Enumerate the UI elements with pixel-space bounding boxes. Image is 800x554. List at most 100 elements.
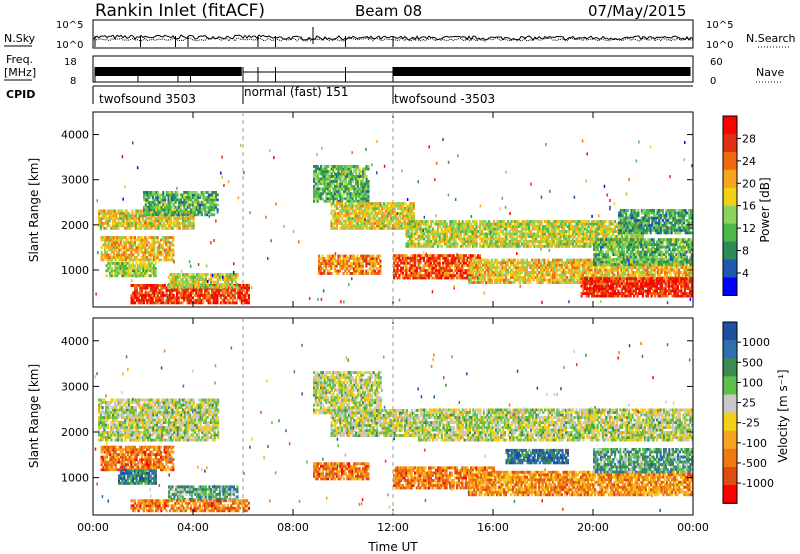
- cell-10: [454, 227, 457, 231]
- cell-6: [362, 194, 365, 198]
- cell-4: [205, 293, 208, 297]
- cell-4: [233, 288, 236, 292]
- cell-11: [475, 273, 478, 277]
- cell-10: [563, 237, 566, 241]
- cell-6: [365, 175, 368, 178]
- cell-6: [334, 197, 337, 201]
- cell-10: [412, 220, 415, 223]
- cell-6: [342, 167, 345, 171]
- cell-7: [381, 214, 384, 218]
- cell-3: [144, 191, 147, 194]
- cell-10: [437, 242, 440, 246]
- cell-4: [132, 293, 135, 297]
- cell-0: [148, 216, 151, 220]
- cell-6: [337, 199, 340, 203]
- cell-8: [318, 257, 321, 260]
- cell-7: [372, 219, 375, 223]
- cell-4: [195, 298, 198, 302]
- cell-4: [176, 296, 179, 300]
- cell-10: [491, 237, 494, 241]
- cell-8: [335, 264, 338, 268]
- cell-1: [111, 258, 114, 262]
- cell-10: [524, 225, 527, 228]
- cell-5: [173, 280, 176, 284]
- cell-0: [112, 219, 115, 223]
- cell-1: [139, 248, 142, 252]
- cell-4: [165, 293, 168, 297]
- cell-5: [173, 285, 176, 289]
- cell-7: [411, 207, 414, 210]
- cell-11: [525, 258, 528, 262]
- cell-10: [606, 230, 609, 233]
- cell-6: [327, 165, 330, 168]
- cell-7: [390, 209, 393, 213]
- cell-11: [473, 278, 476, 282]
- cell-11: [529, 266, 532, 269]
- cell-9: [466, 256, 469, 260]
- cell-3: [206, 205, 209, 209]
- cell-9: [461, 276, 464, 280]
- cell-11: [476, 258, 479, 262]
- cell-4: [190, 288, 193, 292]
- cell-10: [561, 242, 564, 246]
- cell-5: [211, 275, 214, 279]
- cell-3: [151, 200, 154, 204]
- cell-10: [454, 222, 457, 226]
- cell-10: [594, 230, 597, 233]
- cell-2: [147, 261, 150, 265]
- cell-11: [499, 263, 502, 267]
- cell-6: [337, 167, 340, 171]
- cell-6: [348, 189, 351, 193]
- cell-10: [587, 242, 590, 246]
- cell-9: [393, 271, 396, 275]
- cell-11: [496, 261, 499, 265]
- cell-11: [538, 261, 541, 265]
- cell-1: [125, 248, 128, 252]
- cell-6: [360, 194, 363, 198]
- cell-0: [133, 214, 136, 218]
- cell-7: [398, 221, 401, 225]
- cell-2: [128, 264, 131, 268]
- cell-6: [356, 187, 359, 191]
- cell-4: [244, 301, 247, 305]
- cell-8: [339, 262, 342, 265]
- cell-10: [442, 222, 445, 226]
- cell-6: [327, 182, 330, 186]
- cell-10: [545, 244, 548, 248]
- cell-7: [356, 216, 359, 220]
- cell-3: [169, 210, 172, 214]
- cell-8: [379, 254, 382, 258]
- cell-1: [132, 253, 135, 257]
- cell-10: [536, 230, 539, 233]
- cell-6: [344, 172, 347, 176]
- cell-3: [143, 205, 146, 209]
- cell-3: [195, 196, 198, 199]
- cell-0: [113, 226, 116, 230]
- cell-6: [332, 187, 335, 191]
- cell-9: [431, 256, 434, 260]
- cell-7: [351, 219, 354, 223]
- cell-11: [492, 263, 495, 267]
- cell-8: [370, 259, 373, 263]
- cell-7: [337, 214, 340, 218]
- cell-6: [351, 199, 354, 203]
- cell-1: [140, 256, 143, 259]
- cell-7: [379, 204, 382, 208]
- cell-10: [433, 232, 436, 236]
- cell-10: [444, 222, 447, 226]
- cell-6: [360, 182, 363, 186]
- cell-6: [339, 177, 342, 181]
- cell-10: [605, 230, 608, 233]
- cell-10: [438, 240, 441, 243]
- cell-6: [316, 177, 319, 181]
- cell-10: [575, 232, 578, 236]
- cell-7: [409, 209, 412, 213]
- cell-6: [339, 175, 342, 178]
- cell-10: [584, 235, 587, 238]
- cell-5: [213, 285, 216, 289]
- cell-8: [360, 257, 363, 260]
- cell-10: [563, 232, 566, 236]
- cell-0: [166, 216, 169, 220]
- cell-11: [517, 258, 520, 262]
- cell-3: [193, 208, 196, 212]
